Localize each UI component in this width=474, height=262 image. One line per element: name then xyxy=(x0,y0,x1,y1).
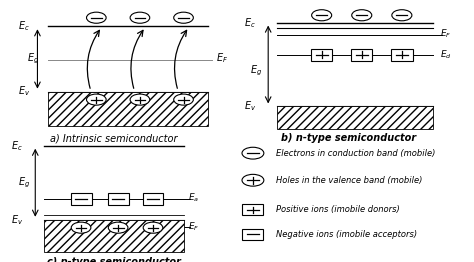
Text: $E_c$: $E_c$ xyxy=(18,19,29,33)
Text: $E_F$: $E_F$ xyxy=(216,51,228,65)
Bar xyxy=(311,49,332,61)
Circle shape xyxy=(242,147,264,159)
Bar xyxy=(48,92,208,126)
Text: Electrons in conduction band (mobile): Electrons in conduction band (mobile) xyxy=(276,149,435,158)
Text: c) p-type semiconductor: c) p-type semiconductor xyxy=(47,256,181,262)
Text: $E_v$: $E_v$ xyxy=(18,85,30,99)
Bar xyxy=(44,220,183,252)
Bar xyxy=(277,106,433,129)
Text: Holes in the valence band (mobile): Holes in the valence band (mobile) xyxy=(276,176,422,185)
Text: $E_v$: $E_v$ xyxy=(244,100,256,113)
Text: a) Intrinsic semiconductor: a) Intrinsic semiconductor xyxy=(50,133,177,144)
Text: $E_a$: $E_a$ xyxy=(188,191,199,204)
Circle shape xyxy=(311,10,332,21)
Bar xyxy=(243,229,264,240)
Text: $E_g$: $E_g$ xyxy=(27,52,39,66)
Circle shape xyxy=(130,94,150,105)
Circle shape xyxy=(143,222,163,233)
Text: Positive ions (imobile donors): Positive ions (imobile donors) xyxy=(276,205,400,214)
Circle shape xyxy=(242,174,264,186)
Text: $E_g$: $E_g$ xyxy=(18,176,30,190)
Bar xyxy=(243,204,264,215)
Bar xyxy=(71,193,91,205)
Text: $E_F$: $E_F$ xyxy=(440,28,451,40)
Circle shape xyxy=(71,222,91,233)
Text: $E_g$: $E_g$ xyxy=(250,63,263,78)
Text: b) n-type semiconductor: b) n-type semiconductor xyxy=(281,133,416,144)
Bar xyxy=(108,193,128,205)
Circle shape xyxy=(108,222,128,233)
Text: $E_c$: $E_c$ xyxy=(244,16,255,30)
Circle shape xyxy=(173,94,193,105)
Circle shape xyxy=(86,12,106,23)
Text: $E_F$: $E_F$ xyxy=(188,221,200,233)
Circle shape xyxy=(173,12,193,23)
Text: $E_c$: $E_c$ xyxy=(11,139,23,153)
Bar xyxy=(391,49,412,61)
Text: $E_v$: $E_v$ xyxy=(11,213,24,227)
Circle shape xyxy=(86,94,106,105)
Bar xyxy=(351,49,373,61)
Bar xyxy=(143,193,164,205)
Text: $E_d$: $E_d$ xyxy=(440,48,452,61)
Circle shape xyxy=(352,10,372,21)
Text: Negative ions (imobile acceptors): Negative ions (imobile acceptors) xyxy=(276,230,417,239)
Circle shape xyxy=(130,12,150,23)
Circle shape xyxy=(392,10,412,21)
